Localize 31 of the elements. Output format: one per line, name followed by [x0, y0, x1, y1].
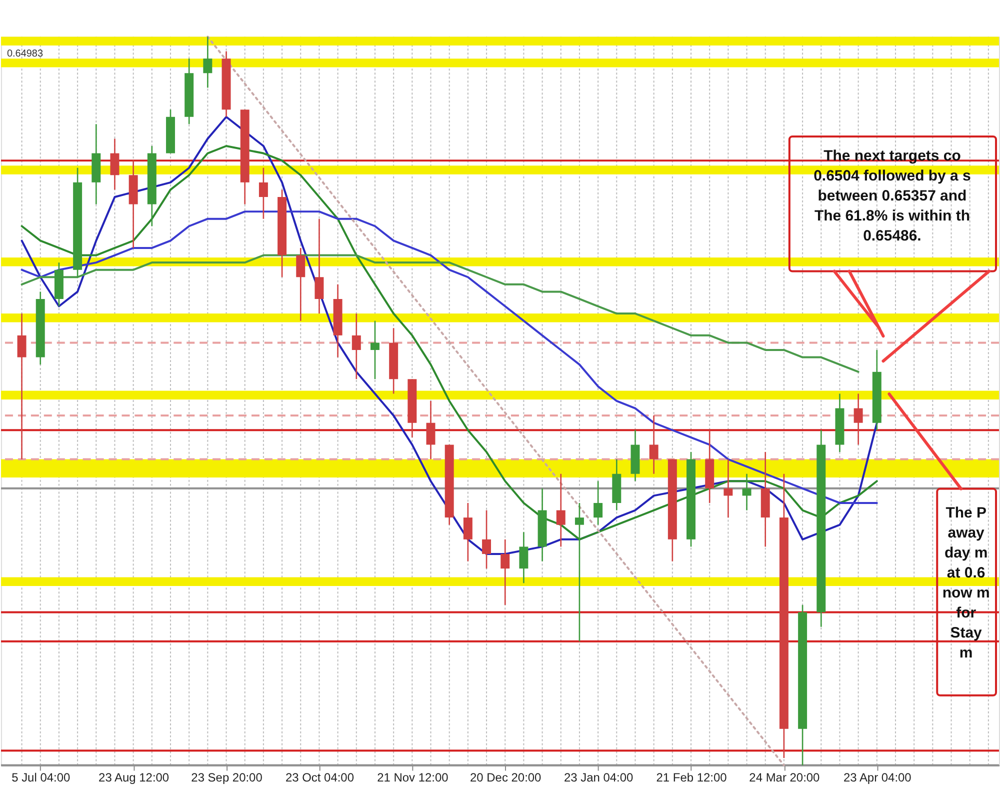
x-tick-label: 5 Jul 04:00 [12, 770, 70, 785]
band-label: 0.64983 [6, 48, 44, 60]
candlestick [556, 473, 566, 548]
candlestick [724, 458, 733, 518]
candlestick [649, 414, 658, 474]
candlestick [482, 510, 492, 570]
candlestick [500, 538, 510, 606]
candlestick [574, 502, 584, 642]
candlestick [426, 400, 436, 460]
candlestick [742, 473, 752, 511]
candlestick [519, 531, 528, 584]
x-tick-label: 23 Apr 04:00 [843, 770, 912, 785]
x-tick-label: 23 Sep 20:00 [191, 770, 263, 785]
x-tick-label: 20 Dec 20:00 [470, 770, 542, 785]
candlestick [854, 393, 863, 446]
candlestick [314, 218, 324, 314]
x-tick-label: 23 Aug 12:00 [98, 770, 170, 785]
candlestick [370, 320, 380, 380]
candlestick [594, 480, 603, 526]
candlestick [463, 502, 472, 562]
x-tick-label: 21 Feb 12:00 [656, 770, 728, 785]
candlestick [110, 138, 120, 190]
candlestick [258, 167, 268, 220]
x-tick-label: 21 Nov 12:00 [377, 770, 449, 785]
candlestick [17, 312, 26, 460]
x-tick-label: 23 Oct 04:00 [285, 770, 354, 785]
x-tick-label: 23 Jan 04:00 [564, 770, 634, 785]
candlestick [352, 312, 361, 380]
candlestick [296, 247, 306, 322]
x-tick-label: 24 Mar 20:00 [749, 770, 820, 785]
candlestick [203, 36, 212, 88]
